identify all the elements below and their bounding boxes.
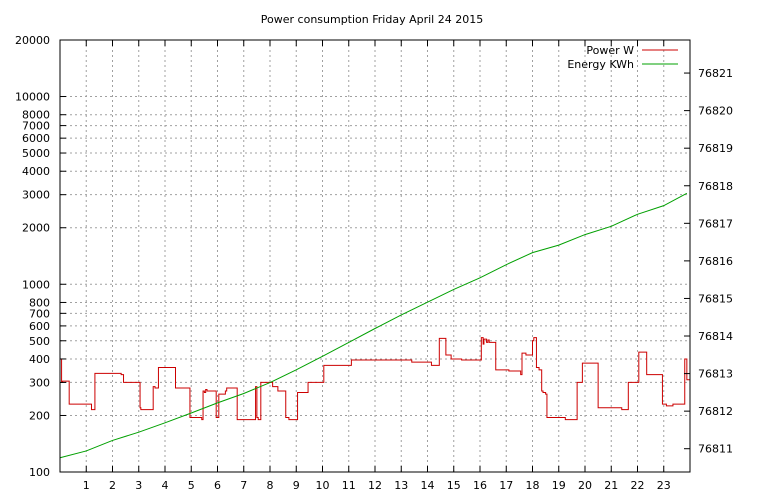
legend-label-power-w: Power W (586, 44, 634, 57)
x-tick-label: 11 (342, 479, 356, 492)
y-left-tick-label: 500 (29, 335, 50, 348)
y-right-tick-label: 76818 (698, 180, 733, 193)
x-tick-label: 6 (214, 479, 221, 492)
y-right-tick-label: 76813 (698, 368, 733, 381)
x-tick-label: 2 (109, 479, 116, 492)
y-left-tick-label: 1000 (22, 278, 50, 291)
y-right-tick-label: 76820 (698, 105, 733, 118)
plot-frame (59, 39, 691, 473)
x-tick-label: 21 (604, 479, 618, 492)
y-left-tick-label: 300 (29, 376, 50, 389)
y-left-tick-label: 800 (29, 296, 50, 309)
series-layer (59, 192, 690, 459)
y-right-tick-label: 76811 (698, 443, 733, 456)
y-right-tick-label: 76821 (698, 67, 733, 80)
x-tick-label: 8 (267, 479, 274, 492)
x-tick-label: 4 (162, 479, 169, 492)
y-right-tick-label: 76819 (698, 142, 733, 155)
x-tick-label: 20 (578, 479, 592, 492)
y-left-tick-label: 4000 (22, 165, 50, 178)
x-tick-label: 14 (421, 479, 435, 492)
y-left-tick-label: 600 (29, 320, 50, 333)
x-tick-label: 7 (240, 479, 247, 492)
y-right-tick-label: 76814 (698, 330, 733, 343)
x-tick-label: 15 (447, 479, 461, 492)
y-left-tick-label: 700 (29, 307, 50, 320)
y-left-tick-label: 400 (29, 353, 50, 366)
x-tick-label: 17 (499, 479, 513, 492)
y-right-tick-label: 76812 (698, 405, 733, 418)
y-left-tick-label: 2000 (22, 222, 50, 235)
y-left-tick-label: 5000 (22, 147, 50, 160)
y-left-tick-label: 6000 (22, 132, 50, 145)
x-tick-label: 10 (316, 479, 330, 492)
y-right-tick-label: 76815 (698, 292, 733, 305)
x-tick-label: 3 (135, 479, 142, 492)
y-left-tick-label: 3000 (22, 189, 50, 202)
legend-label-energy-kwh: Energy KWh (567, 58, 634, 71)
y-left-tick-label: 10000 (15, 91, 50, 104)
x-tick-label: 13 (394, 479, 408, 492)
grid-layer (60, 40, 690, 472)
x-tick-label: 16 (473, 479, 487, 492)
series-energy-kwh-line (59, 192, 688, 459)
y-left-tick-label: 8000 (22, 109, 50, 122)
axes-layer: 1 2 3 4 5 6 7 8 9 10 11 12 13 14 15 16 17 18 19 20 21 22 23100… (15, 34, 733, 492)
y-right-tick-label: 76816 (698, 255, 733, 268)
y-left-tick-label: 200 (29, 409, 50, 422)
y-left-tick-label: 20000 (15, 34, 50, 47)
y-right-tick-label: 76817 (698, 217, 733, 230)
x-tick-label: 23 (657, 479, 671, 492)
x-tick-label: 9 (293, 479, 300, 492)
y-left-tick-label: 100 (29, 466, 50, 479)
x-tick-label: 1 (83, 479, 90, 492)
x-tick-label: 5 (188, 479, 195, 492)
x-tick-label: 12 (368, 479, 382, 492)
x-tick-label: 22 (631, 479, 645, 492)
series-power-w-line (60, 337, 690, 421)
chart-title: Power consumption Friday April 24 2015 (261, 13, 483, 26)
y-left-tick-label: 7000 (22, 120, 50, 133)
x-tick-label: 18 (526, 479, 540, 492)
x-tick-label: 19 (552, 479, 566, 492)
